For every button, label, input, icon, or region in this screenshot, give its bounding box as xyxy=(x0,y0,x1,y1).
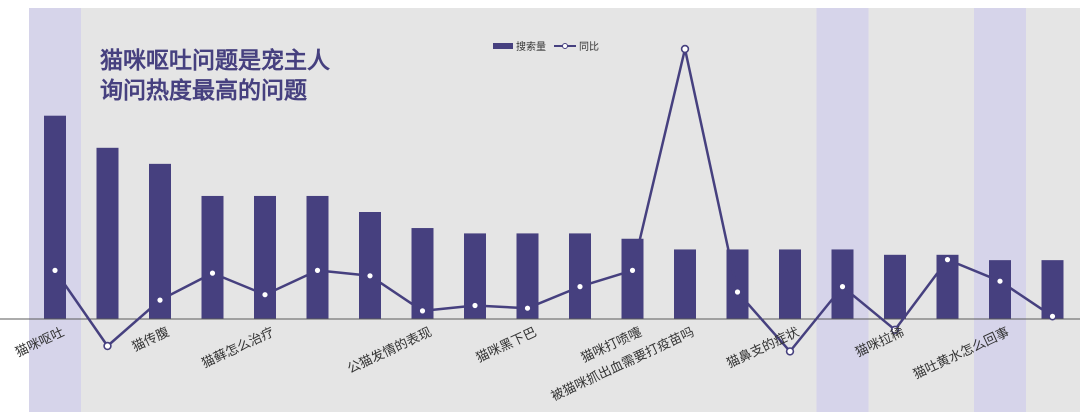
yoy-marker xyxy=(313,266,322,275)
bar xyxy=(359,212,381,319)
bar xyxy=(779,249,801,319)
yoy-marker xyxy=(50,266,60,275)
legend-item-search-volume: 搜索量 xyxy=(493,38,546,53)
bar xyxy=(149,163,171,319)
yoy-marker xyxy=(260,290,270,299)
legend-item-yoy: 同比 xyxy=(554,38,599,53)
bar xyxy=(1041,260,1064,319)
highlight-band xyxy=(974,8,1026,412)
yoy-marker xyxy=(838,282,847,291)
highlight-band xyxy=(816,8,869,412)
bar xyxy=(516,233,539,319)
yoy-marker xyxy=(995,277,1005,286)
yoy-marker xyxy=(943,255,952,264)
bar xyxy=(674,249,696,319)
yoy-marker xyxy=(470,301,480,310)
yoy-marker xyxy=(418,306,427,316)
yoy-line xyxy=(53,47,1054,353)
bar xyxy=(936,254,959,319)
bar xyxy=(464,233,486,319)
yoy-marker xyxy=(575,282,585,291)
legend-bar-swatch xyxy=(493,42,513,49)
yoy-marker xyxy=(365,271,375,280)
legend-label-yoy: 同比 xyxy=(579,42,599,53)
yoy-marker xyxy=(628,266,637,275)
bar xyxy=(989,260,1011,319)
yoy-marker xyxy=(890,325,900,334)
bar xyxy=(411,228,434,319)
bar xyxy=(44,115,66,319)
bar xyxy=(569,233,591,319)
yoy-marker xyxy=(208,268,217,278)
bar xyxy=(254,195,276,319)
yoy-marker xyxy=(103,341,112,351)
yoy-marker xyxy=(733,287,742,297)
yoy-marker xyxy=(523,304,532,313)
bar xyxy=(96,147,119,319)
bar xyxy=(621,238,644,319)
legend-line-swatch xyxy=(554,42,576,49)
legend-label-search-volume: 搜索量 xyxy=(516,42,546,53)
chart-legend: 搜索量 同比 xyxy=(493,38,607,53)
yoy-marker xyxy=(680,44,690,54)
bar xyxy=(201,195,224,319)
bar xyxy=(884,254,906,319)
chart-title: 猫咪呕吐问题是宠主人 询问热度最高的问题 xyxy=(100,48,330,104)
yoy-marker xyxy=(785,347,795,356)
bar xyxy=(306,195,329,319)
yoy-marker xyxy=(155,295,165,305)
yoy-marker xyxy=(1048,312,1057,321)
